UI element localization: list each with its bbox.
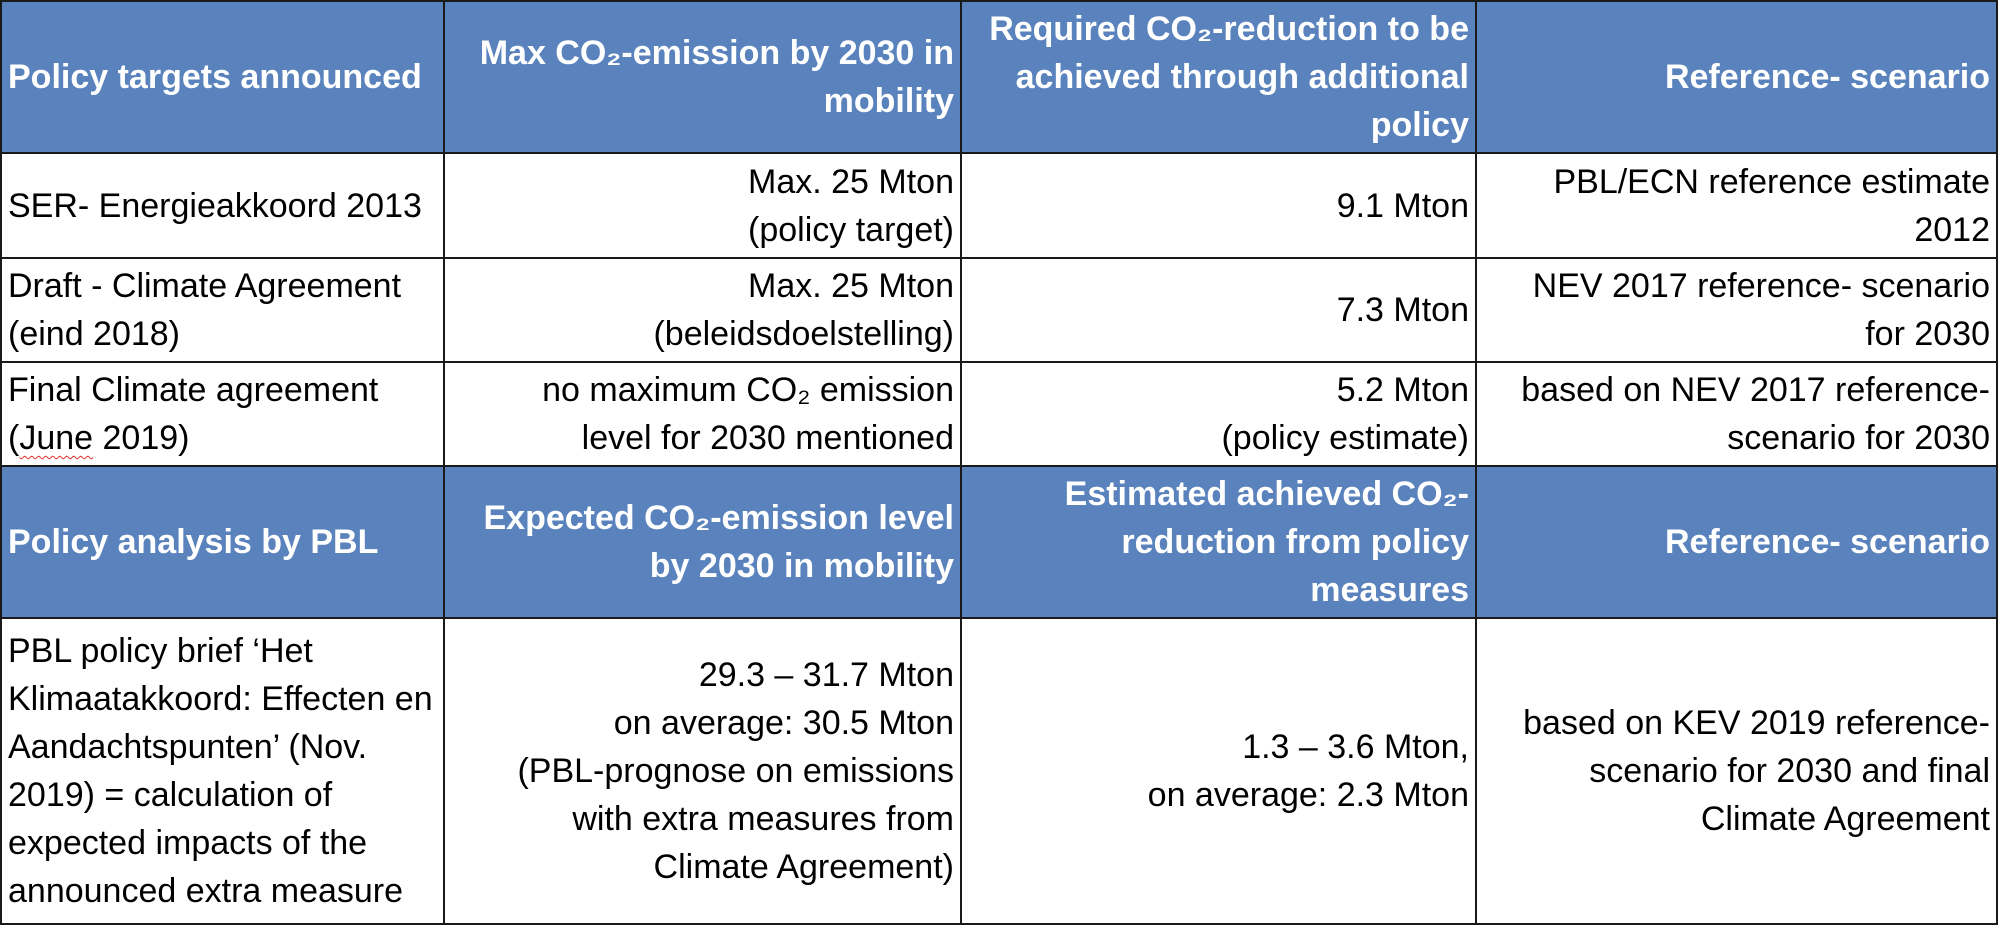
header-estimated-reduction: Estimated achieved CO₂-reduction from po… <box>960 465 1477 619</box>
row-draft-max-emission: Max. 25 Mton (beleidsdoelstelling) <box>443 257 962 363</box>
header-policy-targets: Policy targets announced <box>0 0 445 154</box>
table-row: Draft - Climate Agreement (eind 2018) Ma… <box>0 257 1998 363</box>
row-draft-reference: NEV 2017 reference- scenario for 2030 <box>1475 257 1998 363</box>
table-row: PBL policy brief ‘Het Klimaatakkoord: Ef… <box>0 617 1998 925</box>
row-ser-reference: PBL/ECN reference estimate 2012 <box>1475 152 1998 259</box>
row-draft-policy: Draft - Climate Agreement (eind 2018) <box>0 257 445 363</box>
header-row-analysis: Policy analysis by PBL Expected CO₂-emis… <box>0 465 1998 619</box>
row-pbl-reference: based on KEV 2019 reference- scenario fo… <box>1475 617 1998 925</box>
header-policy-analysis: Policy analysis by PBL <box>0 465 445 619</box>
row-ser-max-emission: Max. 25 Mton (policy target) <box>443 152 962 259</box>
header-reference-scenario-2: Reference- scenario <box>1475 465 1998 619</box>
spellcheck-underline: June <box>19 419 94 457</box>
row-ser-policy: SER- Energieakkoord 2013 <box>0 152 445 259</box>
header-required-reduction: Required CO₂-reduction to be achieved th… <box>960 0 1477 154</box>
row-ser-required-reduction: 9.1 Mton <box>960 152 1477 259</box>
row-final-policy: Final Climate agreement (June 2019) <box>0 361 445 467</box>
row-final-reference: based on NEV 2017 reference- scenario fo… <box>1475 361 1998 467</box>
header-expected-emission: Expected CO₂-emission level by 2030 in m… <box>443 465 962 619</box>
header-row-targets: Policy targets announced Max CO₂-emissio… <box>0 0 1998 154</box>
row-pbl-estimated-reduction: 1.3 – 3.6 Mton, on average: 2.3 Mton <box>960 617 1477 925</box>
header-max-emission: Max CO₂-emission by 2030 in mobility <box>443 0 962 154</box>
table-row: SER- Energieakkoord 2013 Max. 25 Mton (p… <box>0 152 1998 259</box>
header-reference-scenario: Reference- scenario <box>1475 0 1998 154</box>
row-draft-required-reduction: 7.3 Mton <box>960 257 1477 363</box>
row-final-date: (June 2019) <box>8 419 190 457</box>
row-pbl-expected-emission: 29.3 – 31.7 Mton on average: 30.5 Mton (… <box>443 617 962 925</box>
row-final-max-emission: no maximum CO₂ emission level for 2030 m… <box>443 361 962 467</box>
row-pbl-policy: PBL policy brief ‘Het Klimaatakkoord: Ef… <box>0 617 445 925</box>
row-final-required-reduction: 5.2 Mton (policy estimate) <box>960 361 1477 467</box>
table-row: Final Climate agreement (June 2019) no m… <box>0 361 1998 467</box>
